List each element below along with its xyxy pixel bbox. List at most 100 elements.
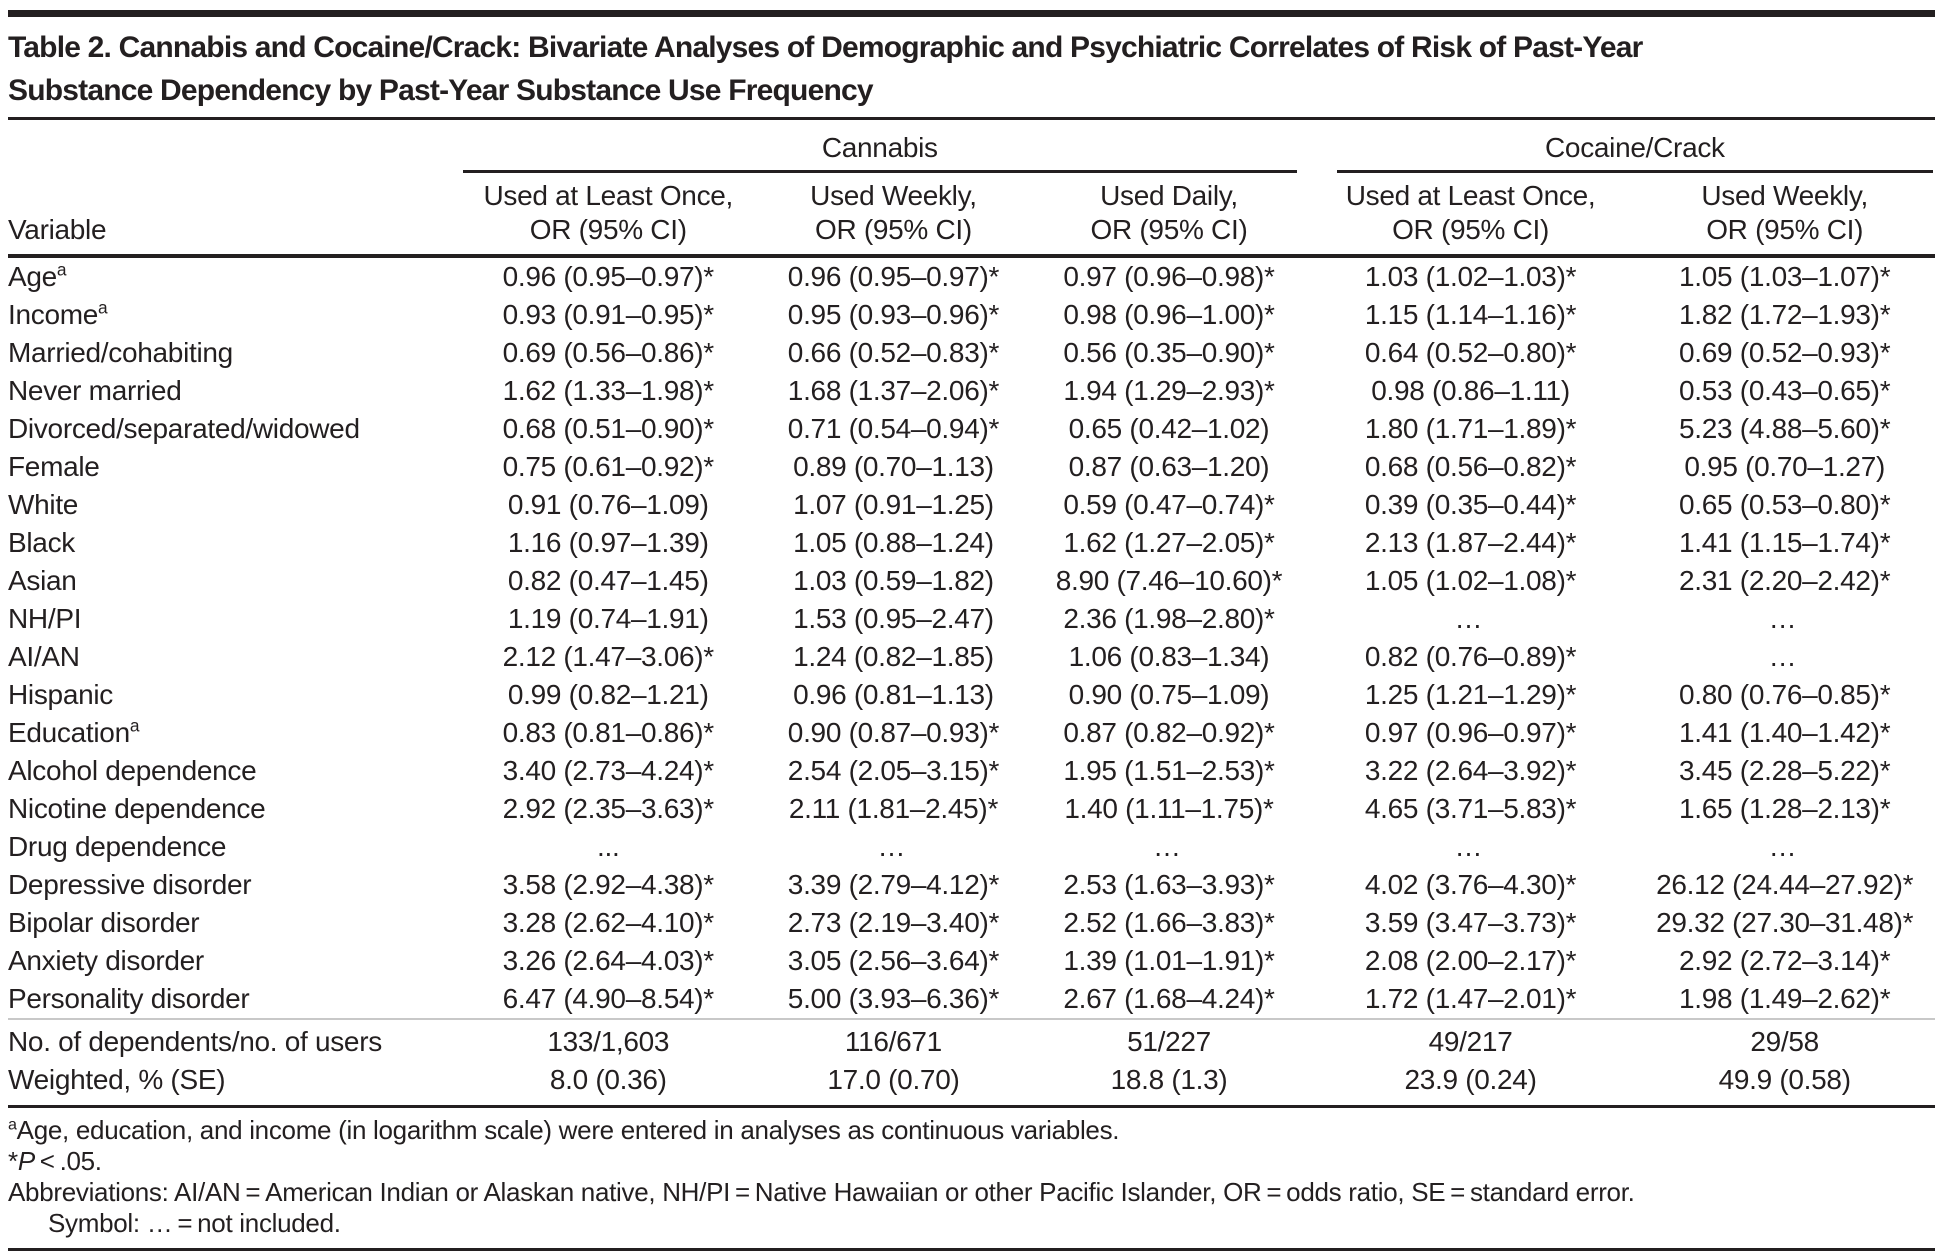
- value-cell-cocaine-weekly: 1.05 (1.03–1.07)*: [1679, 261, 1891, 292]
- value-cell-cocaine-weekly: 3.45 (2.28–5.22)*: [1679, 755, 1891, 786]
- footnote-p-value: *P < .05.: [8, 1146, 1935, 1177]
- table-row: Nicotine dependence 2.92 (2.35–3.63)* 2.…: [8, 790, 1935, 828]
- variable-label: Never married: [8, 375, 182, 406]
- value-cell-cannabis-weekly: 2.11 (1.81–2.45)*: [788, 793, 999, 824]
- value-cell-cocaine-once: 3.22 (2.64–3.92)*: [1364, 755, 1577, 786]
- value-cell-cocaine-once: …: [1454, 603, 1487, 634]
- value-cell-cannabis-daily: 8.90 (7.46–10.60)*: [1055, 565, 1283, 596]
- variable-cell: Drug dependence: [8, 828, 461, 866]
- value-cell-cannabis-once: 2.92 (2.35–3.63)*: [502, 793, 715, 824]
- variable-label: NH/PI: [8, 603, 82, 634]
- value-cell-cannabis-once: 1.16 (0.97–1.39): [507, 527, 709, 558]
- value-cell-cocaine-once: 0.97 (0.96–0.97)*: [1364, 717, 1577, 748]
- column-header-line1: Used Daily,: [1100, 180, 1238, 211]
- table-row: Divorced/separated/widowed 0.68 (0.51–0.…: [8, 410, 1935, 448]
- variable-cell: Depressive disorder: [8, 866, 461, 904]
- variable-label: Bipolar disorder: [8, 907, 200, 938]
- value-cell-cannabis-once: 0.91 (0.76–1.09): [507, 489, 709, 520]
- value-cell-cannabis-weekly: 0.90 (0.87–0.93)*: [787, 717, 1000, 748]
- column-header-variable: Variable: [8, 173, 461, 258]
- variable-cell: Nicotine dependence: [8, 790, 461, 828]
- value-cell-cannabis-weekly: 1.07 (0.91–1.25): [793, 489, 994, 520]
- value-cell-cocaine-weekly: 2.31 (2.20–2.42)*: [1679, 565, 1891, 596]
- value-cell-cocaine-weekly: 29/58: [1634, 1018, 1935, 1061]
- footnote-star: *: [8, 1146, 18, 1176]
- value-cell-cannabis-once: 3.28 (2.62–4.10)*: [502, 907, 715, 938]
- value-cell-cocaine-once: 0.39 (0.35–0.44)*: [1364, 489, 1577, 520]
- value-cell-cannabis-daily: 1.06 (0.83–1.34): [1068, 641, 1270, 672]
- table-row: Female 0.75 (0.61–0.92)* 0.89 (0.70–1.13…: [8, 448, 1935, 486]
- value-cell-cannabis-daily: 1.39 (1.01–1.91)*: [1063, 945, 1275, 976]
- variable-label: Income: [8, 299, 99, 330]
- value-cell-cocaine-once: 0.68 (0.56–0.82)*: [1364, 451, 1577, 482]
- value-cell-cannabis-weekly: 5.00 (3.93–6.36)*: [787, 983, 1000, 1014]
- footnotes: aAge, education, and income (in logarith…: [8, 1115, 1935, 1239]
- value-cell-cocaine-once: 4.65 (3.71–5.83)*: [1364, 793, 1577, 824]
- table-row: White 0.91 (0.76–1.09) 1.07 (0.91–1.25) …: [8, 486, 1935, 524]
- value-cell-cannabis-weekly: 1.68 (1.37–2.06)*: [787, 375, 1000, 406]
- value-cell-cannabis-once: 3.26 (2.64–4.03)*: [502, 945, 715, 976]
- value-cell-cannabis-daily: 51/227: [1031, 1018, 1307, 1061]
- variable-cell: Hispanic: [8, 676, 461, 714]
- value-cell-cannabis-weekly: 3.05 (2.56–3.64)*: [787, 945, 1000, 976]
- top-rule: [8, 10, 1935, 17]
- table-title-line1: Table 2. Cannabis and Cocaine/Crack: Biv…: [8, 31, 1643, 64]
- value-cell-cocaine-weekly: 0.65 (0.53–0.80)*: [1679, 489, 1891, 520]
- value-cell-cocaine-weekly: 1.41 (1.15–1.74)*: [1679, 527, 1891, 558]
- variable-label: Black: [8, 527, 75, 558]
- variable-cell: Educationa: [8, 714, 461, 752]
- value-cell-cannabis-weekly: 0.66 (0.52–0.83)*: [787, 337, 1000, 368]
- value-cell-cannabis-daily: 2.36 (1.98–2.80)*: [1063, 603, 1275, 634]
- column-header-cannabis-weekly: Used Weekly, OR (95% CI): [755, 173, 1032, 258]
- variable-label: Personality disorder: [8, 983, 250, 1014]
- value-cell-cocaine-once: 1.25 (1.21–1.29)*: [1364, 679, 1577, 710]
- table-summary: No. of dependents/no. of users 133/1,603…: [8, 1018, 1935, 1108]
- value-cell-cannabis-daily: 0.90 (0.75–1.09): [1068, 679, 1270, 710]
- value-cell-cannabis-daily: 18.8 (1.3): [1031, 1061, 1307, 1108]
- value-cell-cannabis-weekly: 0.96 (0.81–1.13): [793, 679, 994, 710]
- value-cell-cocaine-weekly: …: [1768, 831, 1801, 862]
- column-header-cannabis-daily: Used Daily, OR (95% CI): [1031, 173, 1307, 258]
- column-header-line1: Used Weekly,: [1701, 180, 1868, 211]
- footnote-p-symbol: P: [17, 1146, 35, 1176]
- variable-label: Married/cohabiting: [8, 337, 233, 368]
- column-header-line2: OR (95% CI): [1706, 214, 1864, 245]
- value-cell-cannabis-weekly: 0.71 (0.54–0.94)*: [787, 413, 1000, 444]
- group-label-cocaine-crack: Cocaine/Crack: [1336, 132, 1933, 173]
- value-cell-cannabis-daily: 1.95 (1.51–2.53)*: [1063, 755, 1275, 786]
- variable-label: Depressive disorder: [8, 869, 252, 900]
- table-row: No. of dependents/no. of users 133/1,603…: [8, 1018, 1935, 1061]
- value-cell-cannabis-weekly: 2.73 (2.19–3.40)*: [787, 907, 1000, 938]
- variable-cell: Married/cohabiting: [8, 334, 461, 372]
- value-cell-cannabis-daily: 0.87 (0.82–0.92)*: [1063, 717, 1275, 748]
- value-cell-cannabis-once: 1.62 (1.33–1.98)*: [502, 375, 715, 406]
- value-cell-cocaine-once: 3.59 (3.47–3.73)*: [1364, 907, 1577, 938]
- variable-label: Education: [8, 717, 130, 748]
- table-row: Personality disorder 6.47 (4.90–8.54)* 5…: [8, 980, 1935, 1019]
- value-cell-cocaine-once: 1.03 (1.02–1.03)*: [1364, 261, 1577, 292]
- value-cell-cocaine-once: 2.08 (2.00–2.17)*: [1364, 945, 1577, 976]
- variable-cell: No. of dependents/no. of users: [8, 1018, 461, 1061]
- value-cell-cannabis-daily: 0.98 (0.96–1.00)*: [1063, 299, 1275, 330]
- group-header-spacer: [8, 120, 461, 173]
- value-cell-cannabis-weekly: 2.54 (2.05–3.15)*: [787, 755, 1000, 786]
- variable-cell: Alcohol dependence: [8, 752, 461, 790]
- value-cell-cocaine-once: 1.72 (1.47–2.01)*: [1364, 983, 1577, 1014]
- variable-cell: Agea: [8, 256, 461, 296]
- value-cell-cannabis-once: 3.58 (2.92–4.38)*: [502, 869, 715, 900]
- variable-cell: Never married: [8, 372, 461, 410]
- column-header-row: Variable Used at Least Once, OR (95% CI)…: [8, 173, 1935, 258]
- column-header-line2: OR (95% CI): [1090, 214, 1248, 245]
- value-cell-cannabis-daily: …: [1152, 831, 1185, 862]
- value-cell-cocaine-once: 49/217: [1306, 1018, 1635, 1061]
- variable-superscript: a: [56, 259, 67, 280]
- variable-superscript: a: [98, 297, 108, 318]
- value-cell-cannabis-weekly: 1.53 (0.95–2.47): [793, 603, 994, 634]
- value-cell-cocaine-once: 0.98 (0.86–1.11): [1371, 375, 1570, 406]
- variable-label: Nicotine dependence: [8, 793, 266, 824]
- value-cell-cannabis-once: 0.93 (0.91–0.95)*: [502, 299, 715, 330]
- value-cell-cannabis-daily: 1.40 (1.11–1.75)*: [1064, 793, 1274, 824]
- value-cell-cannabis-daily: 2.52 (1.66–3.83)*: [1063, 907, 1275, 938]
- footnote-abbreviations: Abbreviations: AI/AN = American Indian o…: [8, 1177, 1635, 1207]
- value-cell-cannabis-weekly: 116/671: [755, 1018, 1032, 1061]
